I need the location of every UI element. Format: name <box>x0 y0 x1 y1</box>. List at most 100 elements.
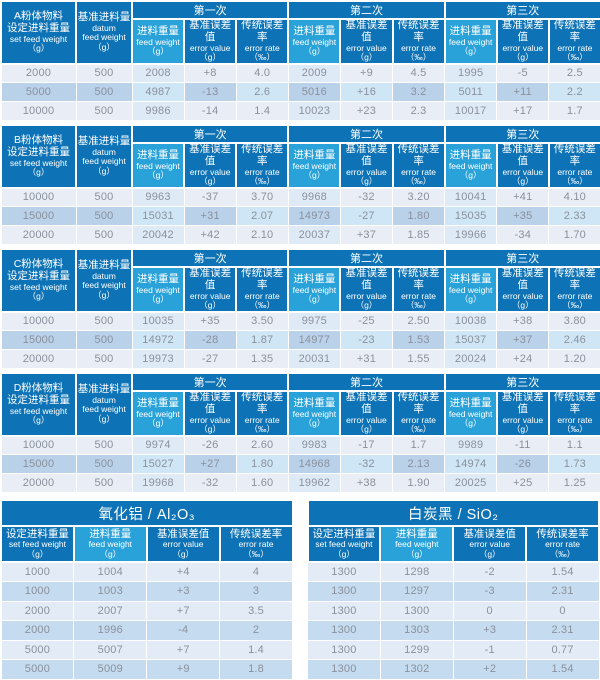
data-cell: 5000 <box>1 640 74 660</box>
header-row-top: C粉体物料 设定进料重量 set feed weight （g） 基准进料量 d… <box>1 249 600 267</box>
data-cell: -13 <box>184 83 236 102</box>
data-cell: 1300 <box>308 562 381 582</box>
trial-1-band: 第一次 <box>132 125 288 143</box>
unit-permille: （‰） <box>237 425 287 435</box>
data-cell: 500 <box>76 312 132 331</box>
set-feed-weight-header: A粉体物料 设定进料重量 set feed weight （g） <box>1 1 76 64</box>
feed-weight-zh: 进料重量 <box>446 26 496 38</box>
sio2-title: 白炭黑 / SiO₂ <box>308 500 600 526</box>
data-cell: 500 <box>76 64 132 83</box>
data-cell: 1302 <box>380 660 453 680</box>
data-cell: 1.54 <box>526 562 599 582</box>
unit-permille: （‰） <box>221 550 292 560</box>
error-rate-zh: 传统误差率 <box>394 144 444 168</box>
data-cell: 2.2 <box>549 83 600 102</box>
data-cell: 4.0 <box>236 64 288 83</box>
trial-2-band: 第二次 <box>288 249 444 267</box>
data-cell: 19968 <box>132 474 184 493</box>
data-cell: 500 <box>76 474 132 493</box>
data-cell: -23 <box>340 331 392 350</box>
data-cell: 1.54 <box>526 660 599 680</box>
data-cell: 3.50 <box>236 312 288 331</box>
data-cell: 3.20 <box>393 188 445 207</box>
error-value-zh: 基准误差值 <box>185 392 235 416</box>
data-cell: 1000 <box>1 562 74 582</box>
unit-g: （g） <box>133 295 183 305</box>
data-cell: -34 <box>497 226 549 245</box>
data-cell: 14973 <box>288 207 340 226</box>
data-cell: 1299 <box>380 640 453 660</box>
error-rate-zh: 传统误差率 <box>394 392 444 416</box>
data-cell: 1298 <box>380 562 453 582</box>
data-cell: 15000 <box>1 331 76 350</box>
unit-g: （g） <box>289 295 339 305</box>
unit-permille: （‰） <box>237 177 287 187</box>
data-cell: 1996 <box>74 621 147 641</box>
unit-g: （g） <box>133 419 183 429</box>
data-cell: 15000 <box>1 455 76 474</box>
data-cell: 10038 <box>445 312 497 331</box>
data-cell: 1300 <box>380 601 453 621</box>
unit-g: （g） <box>289 171 339 181</box>
data-cell: -27 <box>340 207 392 226</box>
data-cell: +38 <box>497 312 549 331</box>
table-material-b: B粉体物料 设定进料重量 set feed weight （g） 基准进料量 d… <box>0 124 600 245</box>
data-cell: 9963 <box>132 188 184 207</box>
data-cell: 1.7 <box>393 436 445 455</box>
trial-1-band: 第一次 <box>132 1 288 19</box>
data-cell: +37 <box>340 226 392 245</box>
data-cell: 15000 <box>1 207 76 226</box>
error-rate-zh: 传统误差率 <box>550 144 600 168</box>
data-cell: 19973 <box>132 350 184 369</box>
data-cell: +41 <box>497 188 549 207</box>
unit-g: （g） <box>2 168 75 178</box>
data-cell: 500 <box>76 207 132 226</box>
trial-2-band: 第二次 <box>288 373 444 391</box>
error-value-zh: 基准误差值 <box>341 20 391 44</box>
data-cell: 500 <box>76 455 132 474</box>
data-cell: 500 <box>76 436 132 455</box>
feed-weight-zh: 进料重量 <box>289 150 339 162</box>
error-rate-zh: 传统误差率 <box>237 392 287 416</box>
data-cell: 15027 <box>132 455 184 474</box>
data-cell: 1303 <box>380 621 453 641</box>
data-cell: 20025 <box>445 474 497 493</box>
set-feed-zh: 设定进料重量 <box>2 395 75 407</box>
data-cell: 1300 <box>308 582 381 602</box>
unit-g: （g） <box>498 53 548 63</box>
set-feed-weight-header: B粉体物料 设定进料重量 set feed weight （g） <box>1 125 76 188</box>
data-cell: 2000 <box>1 601 74 621</box>
data-cell: 5009 <box>74 660 147 680</box>
data-cell: -5 <box>497 64 549 83</box>
data-cell: 1.4 <box>236 102 288 121</box>
feed-weight-zh: 进料重量 <box>133 26 183 38</box>
data-cell: -2 <box>453 562 526 582</box>
data-cell: 5016 <box>288 83 340 102</box>
trial-3-band: 第三次 <box>445 373 600 391</box>
data-cell: +9 <box>147 660 220 680</box>
data-cell: 1995 <box>445 64 497 83</box>
error-value-zh: 基准误差值 <box>498 392 548 416</box>
data-cell: -25 <box>340 312 392 331</box>
unit-permille: （‰） <box>550 53 600 63</box>
data-cell: -28 <box>184 331 236 350</box>
data-cell: 500 <box>76 102 132 121</box>
